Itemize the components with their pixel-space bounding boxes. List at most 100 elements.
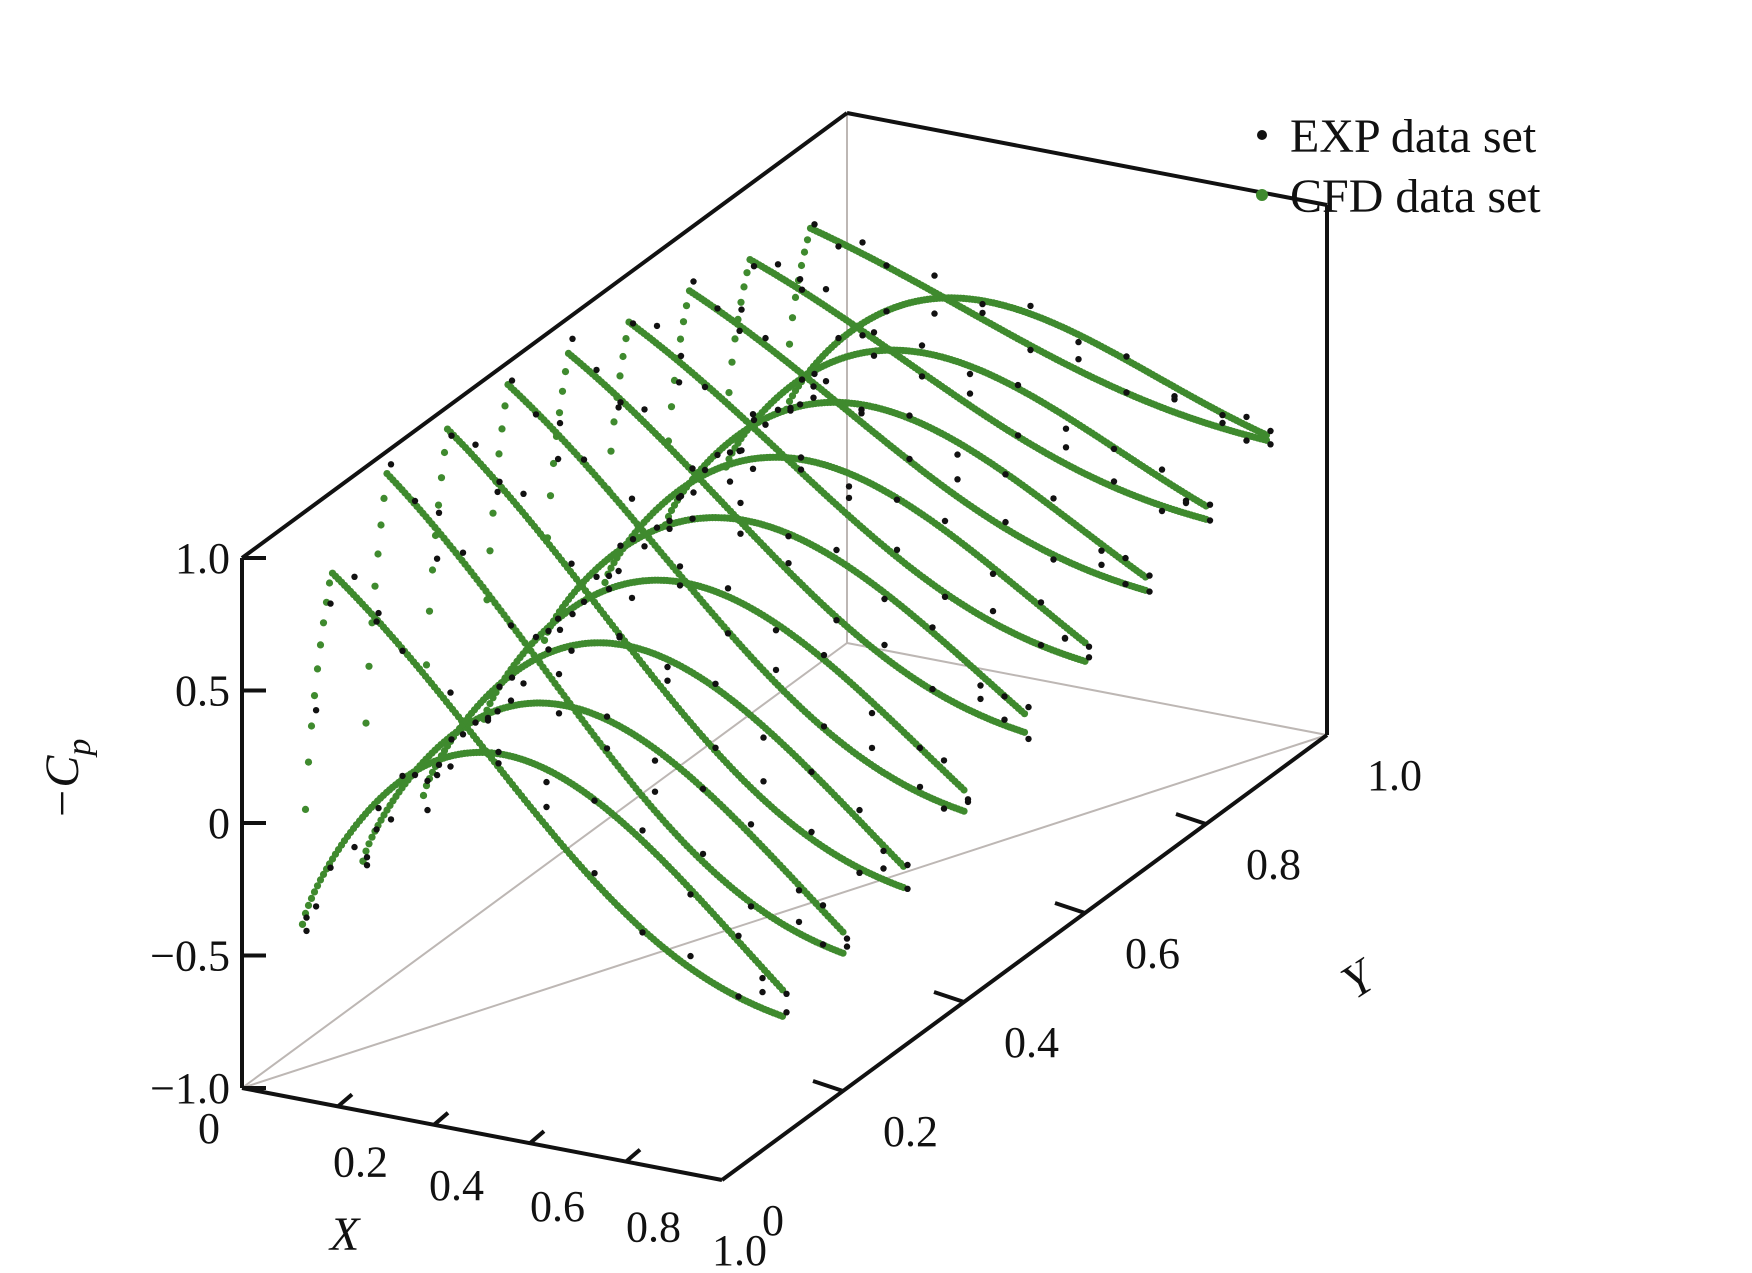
exp-point — [822, 286, 830, 293]
exp-point — [653, 322, 661, 330]
cfd-point — [380, 494, 388, 502]
exp-point — [870, 352, 878, 359]
cfd-point — [483, 706, 491, 714]
exp-point — [387, 461, 395, 468]
exp-point — [808, 768, 815, 776]
exp-point — [690, 278, 697, 285]
exp-point — [687, 891, 694, 898]
exp-point — [641, 543, 648, 550]
cfd-point — [301, 805, 310, 814]
exp-point — [1061, 634, 1069, 642]
exp-point — [918, 342, 926, 349]
exp-point — [870, 329, 878, 336]
cfd-point — [422, 661, 431, 669]
exp-point — [554, 455, 562, 463]
exp-point — [1267, 427, 1274, 435]
exp-point — [880, 847, 887, 855]
legend-label-cfd: CFD data set — [1290, 170, 1541, 223]
exp-point — [881, 595, 888, 603]
exp-point — [835, 243, 842, 250]
exp-point — [989, 607, 997, 615]
exp-point — [472, 719, 479, 726]
exp-point — [543, 803, 550, 811]
exp-point — [666, 525, 673, 532]
exp-point — [736, 447, 743, 455]
exp-point — [1037, 599, 1045, 606]
x-tick — [528, 1129, 546, 1145]
y-tick-label: 0.2 — [883, 1107, 938, 1156]
exp-point — [1098, 547, 1105, 554]
exp-point — [495, 748, 502, 756]
cfd-point — [610, 418, 618, 426]
exp-point — [1050, 556, 1057, 563]
exp-point — [447, 763, 454, 770]
exp-point — [651, 757, 659, 764]
exp-point — [496, 478, 503, 485]
exp-point — [666, 517, 673, 524]
exp-point — [507, 697, 515, 704]
exp-point — [433, 771, 441, 779]
exp-point — [1002, 518, 1009, 526]
exp-point — [675, 494, 683, 501]
z-tick-label: 1.0 — [175, 534, 230, 583]
exp-point — [833, 617, 840, 624]
exp-point — [399, 772, 406, 780]
cfd-point — [552, 432, 561, 440]
exp-point — [651, 788, 659, 795]
exp-point — [543, 778, 550, 786]
exp-point — [940, 757, 948, 764]
cfd-point — [676, 335, 685, 343]
exp-point — [1206, 517, 1214, 524]
exp-point — [904, 885, 911, 892]
exp-point — [424, 806, 431, 814]
exp-point — [796, 276, 804, 283]
exp-point — [615, 567, 622, 575]
cfd-point — [313, 882, 322, 890]
x-tick-label: 0.2 — [333, 1137, 388, 1186]
exp-point — [351, 843, 358, 851]
exp-point — [712, 680, 719, 687]
exp-point — [881, 641, 888, 649]
cfd-point — [377, 816, 385, 824]
cfd-point — [667, 403, 676, 411]
exp-point — [303, 914, 310, 921]
cfd-point — [425, 607, 434, 615]
exp-point — [555, 710, 563, 717]
exp-point — [1062, 425, 1070, 432]
exp-point — [615, 404, 622, 411]
cfd-point — [725, 389, 733, 397]
exp-point — [1027, 302, 1034, 310]
cfd-point — [540, 636, 549, 644]
exp-point — [373, 826, 380, 833]
exp-point — [798, 376, 806, 383]
cfd-point — [313, 665, 322, 673]
exp-point — [859, 239, 866, 246]
exp-point — [916, 744, 924, 752]
tick-labels: −1.0−0.500.51.000.2 0.4 0.6 0.8 1.000.20.40.… — [150, 534, 1422, 1273]
x-tick-label: 1.0 — [712, 1226, 767, 1273]
x-tick — [432, 1111, 450, 1127]
exp-point — [603, 745, 611, 752]
exp-point — [797, 466, 805, 473]
x-tick-label: 0 — [198, 1104, 220, 1153]
cfd-point — [613, 393, 621, 401]
exp-point — [593, 366, 600, 374]
exp-point — [977, 695, 984, 703]
exp-point — [569, 335, 576, 342]
exp-point — [1267, 441, 1274, 448]
cfd-point — [785, 397, 794, 405]
exp-point — [845, 483, 853, 490]
exp-point — [411, 497, 419, 505]
exp-point — [810, 394, 817, 401]
cfd-point — [486, 547, 494, 555]
exp-point — [496, 683, 503, 690]
exp-point — [569, 610, 576, 618]
exp-point — [629, 320, 637, 327]
exp-point — [868, 744, 876, 752]
exp-point — [447, 689, 454, 696]
cfd-point — [298, 920, 307, 928]
exp-point — [556, 419, 564, 427]
legend-marker-exp — [1257, 130, 1267, 140]
x-tick-label: 0.8 — [626, 1203, 681, 1252]
